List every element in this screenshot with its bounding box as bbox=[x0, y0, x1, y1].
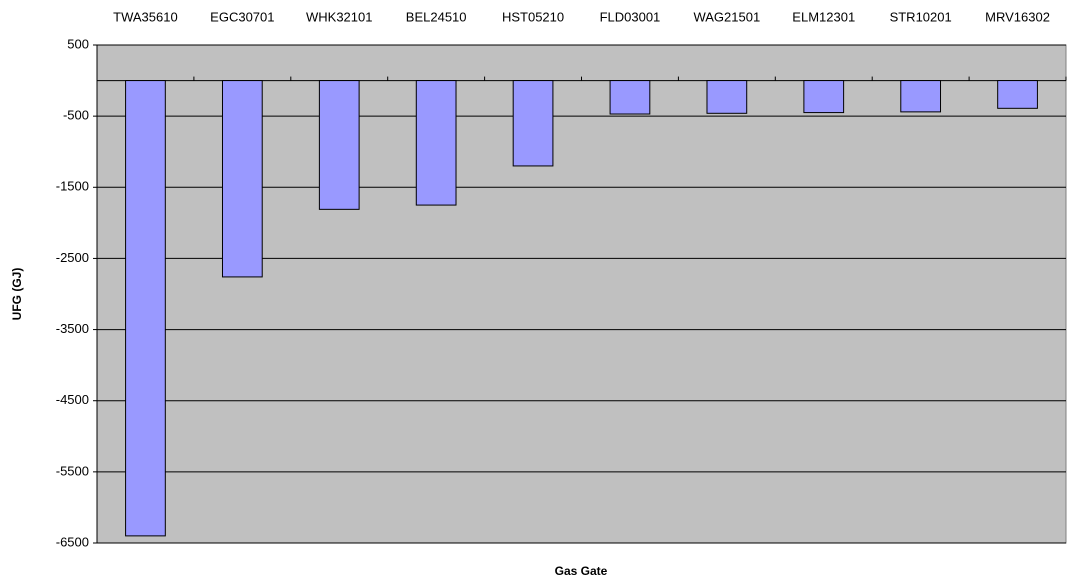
y-tick-label: 500 bbox=[67, 36, 89, 51]
bar bbox=[609, 80, 651, 115]
bar bbox=[221, 80, 263, 278]
bar bbox=[803, 80, 845, 114]
x-tick-label: MRV16302 bbox=[985, 9, 1050, 24]
bar bbox=[318, 80, 360, 210]
bar bbox=[125, 80, 166, 537]
y-tick-label: -500 bbox=[63, 108, 89, 123]
x-tick-label: WAG21501 bbox=[693, 9, 760, 24]
x-tick-label: BEL24510 bbox=[406, 9, 467, 24]
x-axis-title: Gas Gate bbox=[555, 564, 608, 578]
bar bbox=[415, 80, 457, 206]
y-tick-label: -6500 bbox=[56, 534, 89, 549]
x-tick-label: FLD03001 bbox=[600, 9, 661, 24]
y-axis-title: UFG (GJ) bbox=[10, 268, 24, 321]
bar bbox=[997, 80, 1038, 109]
y-tick-label: -3500 bbox=[56, 321, 89, 336]
x-tick-label: WHK32101 bbox=[306, 9, 372, 24]
x-tick-label: TWA35610 bbox=[113, 9, 178, 24]
y-tick-label: -2500 bbox=[56, 250, 89, 265]
y-tick-label: -5500 bbox=[56, 463, 89, 478]
bar bbox=[900, 80, 942, 113]
x-tick-label: EGC30701 bbox=[210, 9, 274, 24]
bar bbox=[512, 80, 554, 167]
y-tick-label: -4500 bbox=[56, 392, 89, 407]
y-tick-label: -1500 bbox=[56, 179, 89, 194]
x-tick-label: HST05210 bbox=[502, 9, 564, 24]
bar bbox=[706, 80, 748, 114]
x-tick-label: STR10201 bbox=[890, 9, 952, 24]
x-tick-label: ELM12301 bbox=[792, 9, 855, 24]
